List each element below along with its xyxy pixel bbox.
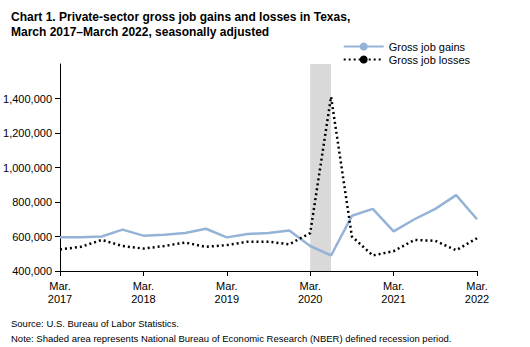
svg-text:400,000: 400,000 [12, 265, 52, 277]
svg-text:2017: 2017 [48, 293, 72, 305]
svg-text:1,400,000: 1,400,000 [3, 93, 52, 105]
svg-text:Mar.: Mar. [49, 280, 70, 292]
svg-text:Gross job losses: Gross job losses [389, 54, 471, 66]
svg-text:Chart 1. Private-sector gross: Chart 1. Private-sector gross job gains … [11, 10, 350, 24]
svg-text:Mar.: Mar. [299, 280, 320, 292]
svg-text:Mar.: Mar. [216, 280, 237, 292]
svg-text:Gross job gains: Gross job gains [389, 41, 466, 53]
svg-text:Mar.: Mar. [133, 280, 154, 292]
svg-text:2021: 2021 [381, 293, 405, 305]
svg-text:1,000,000: 1,000,000 [3, 162, 52, 174]
svg-text:Note: Shaded area represents N: Note: Shaded area represents National Bu… [11, 333, 451, 344]
svg-text:March 2017–March 2022, seasona: March 2017–March 2022, seasonally adjust… [11, 25, 269, 39]
svg-text:800,000: 800,000 [12, 196, 52, 208]
svg-text:Mar.: Mar. [466, 280, 487, 292]
svg-text:Mar.: Mar. [383, 280, 404, 292]
svg-text:2019: 2019 [215, 293, 239, 305]
svg-text:1,200,000: 1,200,000 [3, 127, 52, 139]
svg-text:600,000: 600,000 [12, 231, 52, 243]
svg-text:2020: 2020 [298, 293, 322, 305]
svg-text:2022: 2022 [465, 293, 489, 305]
svg-text:Source: U.S. Bureau of Labor S: Source: U.S. Bureau of Labor Statistics. [11, 318, 179, 329]
svg-text:2018: 2018 [131, 293, 155, 305]
